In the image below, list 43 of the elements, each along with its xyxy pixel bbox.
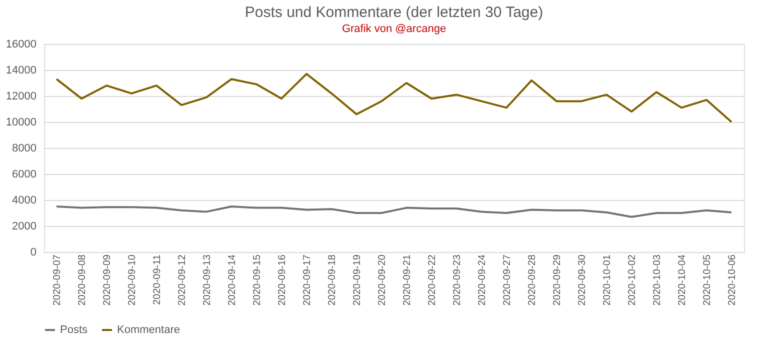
- y-tick-label: 16000: [6, 38, 36, 50]
- x-tick-label: 2020-09-29: [552, 254, 563, 306]
- x-tick-label: 2020-10-05: [702, 254, 713, 306]
- x-tick-label: 2020-09-09: [102, 254, 113, 306]
- x-tick-label: 2020-09-23: [452, 254, 463, 306]
- y-tick-label: 8000: [12, 142, 36, 154]
- y-tick-label: 10000: [6, 116, 36, 128]
- line-series: [56, 206, 732, 218]
- x-tick-label: 2020-09-10: [127, 254, 138, 306]
- x-tick-label: 2020-09-13: [202, 254, 213, 306]
- y-tick-label: 0: [30, 246, 36, 258]
- chart-title: Posts und Kommentare (der letzten 30 Tage): [244, 4, 544, 21]
- x-tick-label: 2020-09-15: [252, 254, 263, 306]
- x-tick-label: 2020-09-24: [477, 254, 488, 306]
- text: Grafik von @arcange: [342, 23, 446, 35]
- legend-label: Posts: [60, 324, 88, 336]
- y-tick-label: 4000: [12, 194, 36, 206]
- y-tick-label: 6000: [12, 168, 36, 180]
- x-tick-label: 2020-09-27: [502, 254, 513, 306]
- y-tick-label: 14000: [6, 64, 36, 76]
- x-tick-label: 2020-09-30: [577, 254, 588, 306]
- y-tick-label: 12000: [6, 90, 36, 102]
- x-tick-label: 2020-09-17: [302, 254, 313, 306]
- x-tick-label: 2020-10-02: [627, 254, 638, 306]
- x-tick-label: 2020-10-01: [602, 254, 613, 306]
- x-tick-label: 2020-09-28: [527, 254, 538, 306]
- x-tick-label: 2020-09-18: [327, 254, 338, 306]
- x-tick-label: 2020-09-12: [177, 254, 188, 306]
- legend-label: Kommentare: [117, 324, 180, 336]
- x-tick-label: 2020-09-07: [52, 254, 63, 306]
- x-tick-label: 2020-10-04: [677, 254, 688, 306]
- x-tick-label: 2020-09-11: [152, 254, 163, 305]
- x-tick-label: 2020-10-06: [727, 254, 738, 306]
- x-tick-label: 2020-09-14: [227, 254, 238, 306]
- x-tick-label: 2020-09-16: [277, 254, 288, 306]
- y-tick-label: 2000: [12, 220, 36, 232]
- x-tick-label: 2020-09-21: [402, 254, 413, 306]
- x-tick-label: 2020-09-22: [427, 254, 438, 306]
- x-tick-label: 2020-09-19: [352, 254, 363, 306]
- x-tick-label: 2020-09-08: [77, 254, 88, 306]
- x-tick-label: 2020-10-03: [652, 254, 663, 306]
- x-tick-label: 2020-09-20: [377, 254, 388, 306]
- line-series: [56, 72, 732, 123]
